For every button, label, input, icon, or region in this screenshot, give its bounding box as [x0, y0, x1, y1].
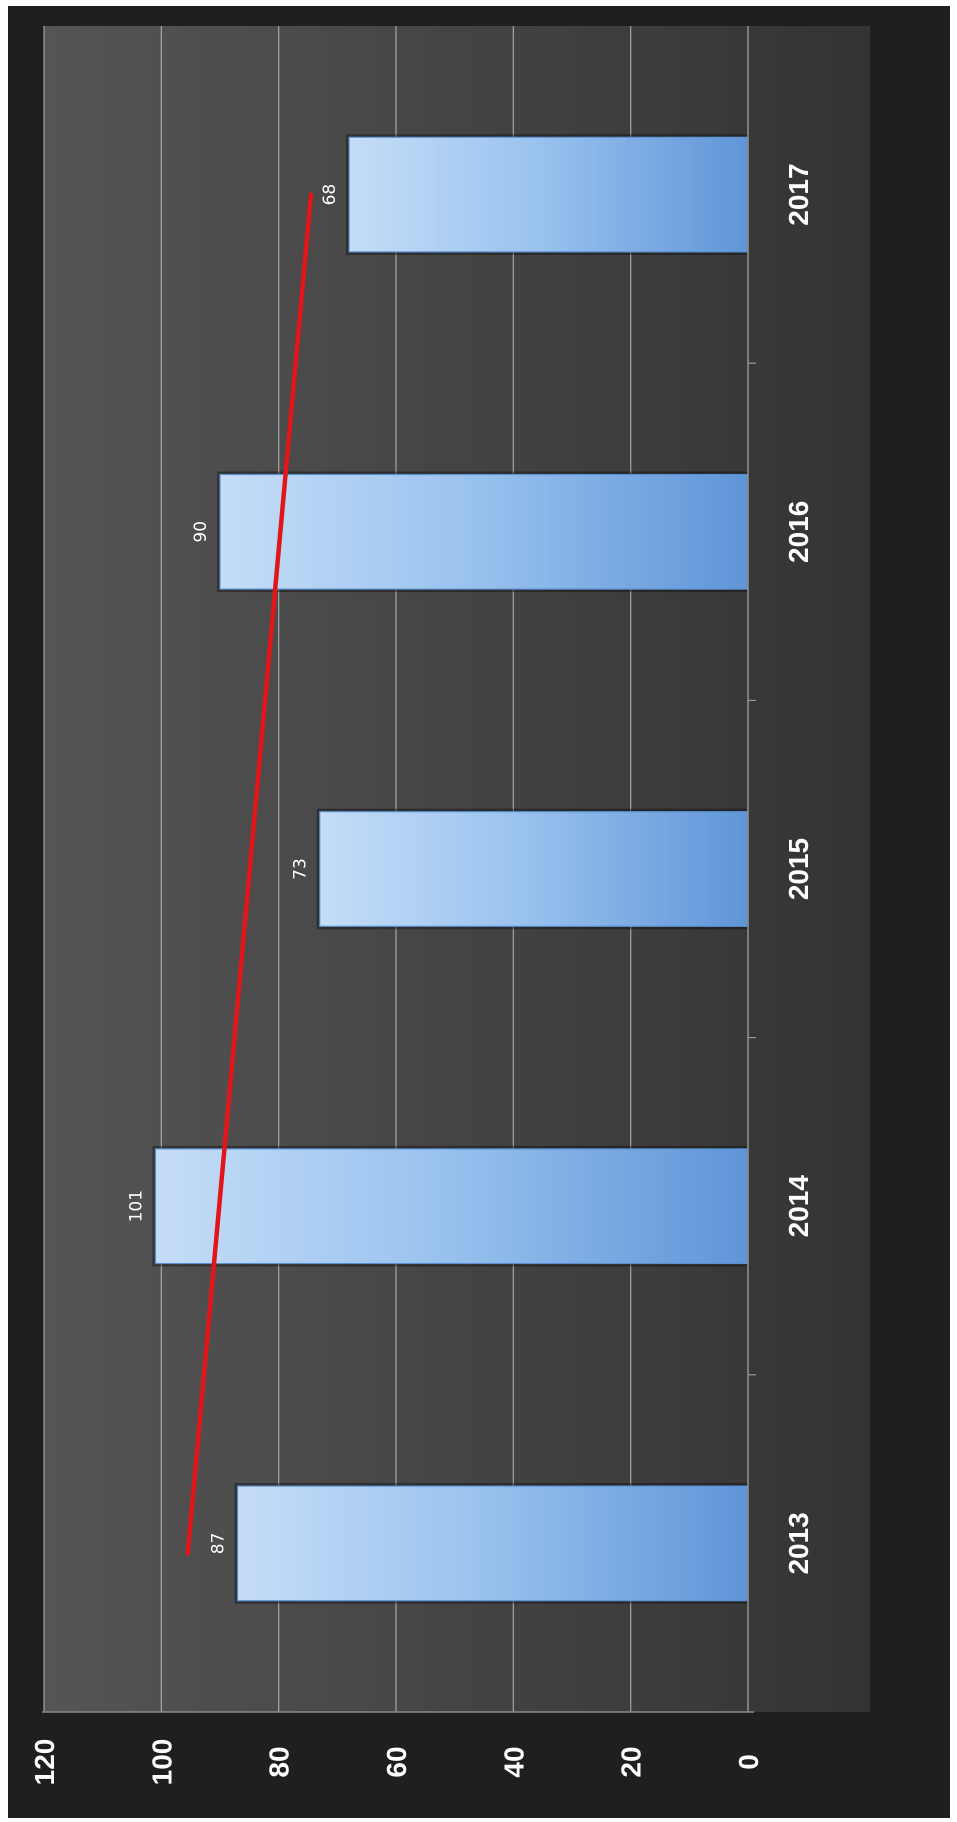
bar-2014 — [155, 1149, 748, 1264]
value-tick-label: 120 — [29, 1739, 60, 1786]
bar-2017 — [349, 137, 748, 252]
value-tick-label: 100 — [146, 1739, 177, 1786]
data-label-2017: 68 — [320, 184, 340, 206]
data-label-2014: 101 — [126, 1190, 146, 1222]
value-tick-label: 40 — [498, 1746, 529, 1777]
category-tick-label: 2017 — [783, 163, 814, 225]
value-tick-label: 20 — [616, 1746, 647, 1777]
bar-2013 — [238, 1486, 748, 1601]
data-label-2013: 87 — [209, 1533, 229, 1555]
value-tick-label: 80 — [264, 1746, 295, 1777]
category-tick-label: 2013 — [783, 1512, 814, 1574]
bar-2015 — [320, 812, 748, 927]
value-tick-label: 60 — [381, 1746, 412, 1777]
data-label-2016: 90 — [191, 521, 211, 543]
value-tick-label: 0 — [733, 1754, 764, 1770]
category-tick-label: 2014 — [783, 1175, 814, 1238]
category-tick-label: 2016 — [783, 501, 814, 563]
category-tick-label: 2015 — [783, 838, 814, 900]
data-label-2015: 73 — [291, 858, 311, 880]
bar-2016 — [220, 474, 748, 589]
